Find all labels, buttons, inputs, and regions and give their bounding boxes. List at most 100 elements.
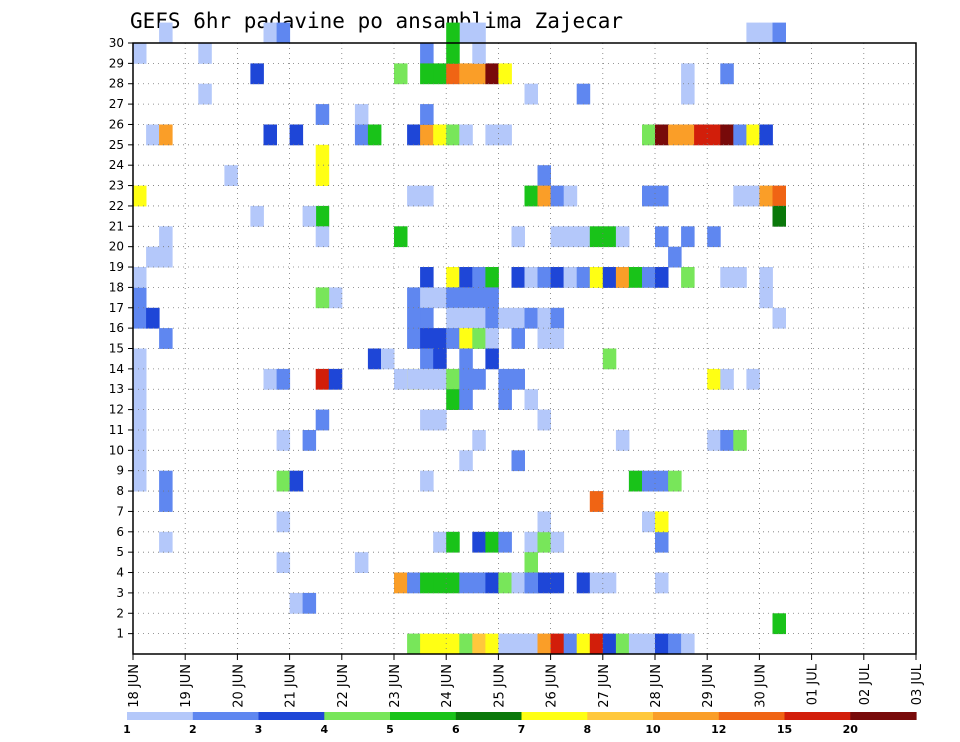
heatmap-cell	[407, 124, 421, 146]
heatmap-cell	[407, 287, 421, 309]
heatmap-cell	[394, 63, 408, 85]
heatmap-cell	[133, 430, 147, 451]
heatmap-cell	[563, 185, 578, 207]
x-tick-label: 27 JUN	[597, 664, 612, 708]
heatmap-cell	[224, 165, 238, 186]
heatmap-cell	[133, 185, 147, 207]
heatmap-cell	[146, 246, 160, 268]
heatmap-cell	[655, 470, 669, 492]
heatmap-cell	[133, 267, 147, 288]
y-tick-label: 25	[109, 138, 124, 152]
heatmap-cell	[642, 185, 656, 207]
heatmap-cell	[681, 124, 695, 146]
y-tick-label: 1	[116, 627, 124, 641]
heatmap-cell	[159, 246, 173, 268]
heatmap-cell	[524, 83, 538, 105]
heatmap-cell	[367, 348, 382, 370]
y-tick-label: 8	[116, 484, 124, 498]
heatmap-cell	[537, 185, 551, 207]
x-axis: 18 JUN 19 JUN 20 JUN 21 JUN 22 JUN 23 JUN 24 J…	[127, 654, 925, 708]
y-tick-label: 28	[109, 77, 124, 91]
heatmap-cell	[433, 124, 447, 146]
heatmap-cell	[472, 267, 486, 288]
heatmap-cell	[485, 572, 499, 594]
heatmap-cell	[433, 633, 447, 655]
y-tick-label: 17	[109, 301, 124, 315]
heatmap-cell	[498, 307, 512, 329]
heatmap-cell	[133, 470, 147, 492]
heatmap-cell	[498, 531, 512, 553]
colorbar-tick-label: 8	[583, 723, 591, 736]
heatmap-cell	[733, 124, 747, 146]
heatmap-cell	[668, 124, 682, 146]
y-tick-label: 20	[109, 240, 124, 254]
heatmap-cell	[498, 368, 512, 390]
heatmap-cell	[459, 22, 473, 44]
heatmap-cell	[133, 389, 147, 410]
heatmap-cell	[446, 267, 460, 288]
y-tick-label: 7	[116, 504, 124, 518]
heatmap-cell	[772, 613, 786, 635]
heatmap-cell	[407, 572, 421, 594]
heatmap-cell	[563, 226, 578, 248]
heatmap-cell	[263, 22, 277, 44]
colorbar-tick-label: 10	[645, 723, 661, 736]
y-tick-label: 11	[109, 423, 124, 437]
y-tick-label: 24	[109, 158, 124, 172]
heatmap-cell	[720, 267, 734, 288]
heatmap-cell	[433, 572, 447, 594]
heatmap-cell	[524, 389, 538, 410]
heatmap-cell	[420, 185, 434, 207]
heatmap-cell	[133, 43, 147, 64]
heatmap-cell	[576, 267, 591, 288]
heatmap-cell	[472, 22, 486, 44]
heatmap-cell	[485, 63, 499, 85]
heatmap-cell	[133, 368, 147, 390]
heatmap-cell	[602, 572, 617, 594]
y-tick-label: 26	[109, 117, 124, 131]
heatmap-cell	[433, 531, 447, 553]
heatmap-cell	[642, 124, 656, 146]
heatmap-cell	[511, 328, 525, 349]
heatmap-cell	[615, 267, 630, 288]
heatmap-cell	[407, 368, 421, 390]
y-tick-label: 19	[109, 260, 124, 274]
heatmap-cell	[420, 572, 434, 594]
heatmap-cell	[772, 205, 786, 227]
heatmap-cell	[289, 124, 304, 146]
heatmap-cell	[628, 267, 643, 288]
heatmap-cell	[407, 185, 421, 207]
heatmap-cell	[446, 368, 460, 390]
heatmap-cell	[420, 348, 434, 370]
colorbar-legend: 1 2 3 4 5 6 7 8 10 12 15 20	[123, 712, 917, 736]
heatmap-cell	[420, 267, 434, 288]
heatmap-cell	[198, 43, 212, 64]
heatmap-cell	[668, 470, 682, 492]
heatmap-cell	[459, 307, 473, 329]
heatmap-cell	[602, 267, 617, 288]
heatmap-cell	[550, 226, 565, 248]
heatmap-cell	[420, 124, 434, 146]
y-tick-label: 10	[109, 443, 124, 457]
heatmap-cell	[433, 63, 447, 85]
heatmap-cell	[446, 572, 460, 594]
y-tick-label: 5	[116, 545, 124, 559]
heatmap-cell	[681, 226, 695, 248]
heatmap-cell	[420, 104, 434, 125]
y-tick-label: 12	[109, 403, 124, 417]
heatmap-cell	[707, 124, 721, 146]
heatmap-cell	[133, 287, 147, 309]
heatmap-cell	[433, 348, 447, 370]
heatmap-cell	[733, 267, 747, 288]
heatmap-cell	[655, 531, 669, 553]
heatmap-cell	[589, 572, 604, 594]
colorbar-tick-label: 1	[123, 723, 131, 736]
colorbar-tick-label: 4	[320, 723, 328, 736]
colorbar-swatch	[784, 712, 851, 720]
heatmap-cell	[759, 185, 773, 207]
grid-lines	[133, 42, 916, 654]
heatmap-cell	[720, 124, 734, 146]
heatmap-cell	[668, 246, 682, 268]
heatmap-cell	[550, 185, 565, 207]
heatmap-cell	[772, 22, 786, 44]
